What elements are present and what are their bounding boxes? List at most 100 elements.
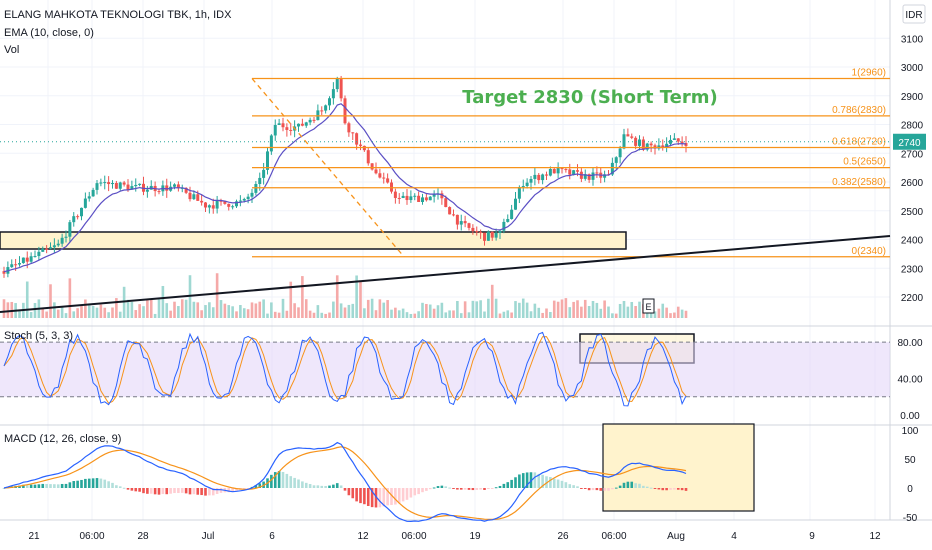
macd-histogram-bar <box>565 482 568 488</box>
candle-body <box>49 247 52 248</box>
volume-bar <box>212 307 215 318</box>
candle-body <box>340 78 343 98</box>
candle-body <box>309 120 312 123</box>
volume-bar <box>503 312 506 318</box>
price-tick-label: 2200 <box>901 293 924 304</box>
macd-histogram-bar <box>658 488 661 489</box>
volume-bar <box>41 309 44 318</box>
volume-bar <box>138 304 141 318</box>
macd-histogram-bar <box>429 488 432 489</box>
macd-histogram-bar <box>324 486 327 488</box>
macd-histogram-bar <box>468 488 471 490</box>
time-tick-label: Jul <box>202 531 215 542</box>
stoch-legend: Stoch (5, 3, 3) <box>4 330 73 342</box>
macd-histogram-bar <box>173 488 176 493</box>
macd-histogram-bar <box>553 479 556 488</box>
time-tick-label: 19 <box>469 531 481 542</box>
volume-bar <box>96 308 99 318</box>
macd-histogram-bar <box>185 488 188 493</box>
volume-bar <box>107 312 110 318</box>
macd-histogram-bar <box>92 478 95 488</box>
candle-body <box>483 233 486 241</box>
macd-histogram-bar <box>286 474 289 488</box>
volume-bar <box>375 310 378 318</box>
macd-histogram-bar <box>278 471 281 488</box>
price-tick-label: 3100 <box>901 34 924 45</box>
macd-histogram-bar <box>107 481 110 488</box>
candle-body <box>332 89 335 98</box>
macd-histogram-bar <box>607 488 610 491</box>
macd-histogram-bar <box>634 483 637 488</box>
volume-bar <box>235 311 238 318</box>
candle-body <box>262 170 265 178</box>
symbol-title: ELANG MAHKOTA TEKNOLOGI TBK, 1h, IDX <box>4 9 231 21</box>
candle-body <box>173 184 176 186</box>
macd-histogram-bar <box>506 482 509 488</box>
volume-bar <box>479 300 482 318</box>
macd-histogram-bar <box>301 481 304 488</box>
macd-histogram-bar <box>305 483 308 488</box>
macd-histogram-bar <box>84 479 87 488</box>
volume-bar <box>669 313 672 318</box>
candle-body <box>111 183 114 184</box>
macd-histogram-bar <box>336 483 339 488</box>
macd-histogram-bar <box>30 485 33 488</box>
candle-body <box>460 221 463 225</box>
candle-body <box>491 232 494 238</box>
macd-histogram-bar <box>549 477 552 488</box>
macd-histogram-bar <box>150 488 153 494</box>
macd-histogram-bar <box>127 488 130 490</box>
candle-body <box>533 175 536 179</box>
volume-bar <box>576 300 579 318</box>
candle-body <box>638 139 641 145</box>
macd-histogram-bar <box>165 488 168 494</box>
macd-histogram-bar <box>681 488 684 490</box>
macd-histogram-bar <box>65 484 68 488</box>
macd-histogram-bar <box>200 488 203 495</box>
volume-bar <box>390 310 393 318</box>
candle-body <box>18 263 21 264</box>
volume-bar <box>665 308 668 318</box>
candle-body <box>328 98 331 105</box>
volume-bar <box>309 311 312 318</box>
volume-bar <box>495 299 498 318</box>
volume-bar <box>69 278 72 318</box>
candle-body <box>514 199 517 210</box>
macd-histogram-bar <box>100 479 103 488</box>
macd-histogram-bar <box>580 488 583 489</box>
macd-histogram-bar <box>169 488 172 494</box>
volume-bar <box>510 313 513 318</box>
macd-histogram-bar <box>193 488 196 494</box>
macd-histogram-bar <box>673 488 676 489</box>
macd-histogram-bar <box>328 486 331 488</box>
candle-body <box>409 196 412 200</box>
time-tick-label: Aug <box>667 531 685 542</box>
macd-histogram-bar <box>26 485 29 488</box>
price-tick-label: 2400 <box>901 236 924 247</box>
volume-bar <box>615 314 618 318</box>
volume-bar <box>340 303 343 318</box>
macd-histogram-bar <box>297 479 300 488</box>
volume-bar <box>402 309 405 318</box>
macd-histogram-bar <box>646 487 649 488</box>
stoch-tick-label: 80.00 <box>897 338 922 349</box>
macd-histogram-bar <box>654 488 657 489</box>
volume-bar <box>204 305 207 318</box>
volume-bar <box>522 299 525 318</box>
volume-bar <box>348 305 351 318</box>
macd-histogram-bar <box>441 486 444 488</box>
fib-level-label: 0.786(2830) <box>832 105 886 116</box>
candle-body <box>626 134 629 136</box>
fib-level-label: 0.382(2580) <box>832 177 886 188</box>
candle-body <box>475 231 478 232</box>
volume-bar <box>607 307 610 318</box>
time-tick-label: 26 <box>557 531 569 542</box>
time-tick-label: 06:00 <box>401 531 426 542</box>
volume-bar <box>177 306 180 318</box>
stoch-tick-label: 40.00 <box>897 375 922 386</box>
macd-histogram-bar <box>158 488 161 495</box>
candle-body <box>119 183 122 189</box>
candle-body <box>595 172 598 173</box>
candle-body <box>495 233 498 238</box>
volume-bar <box>460 313 463 318</box>
